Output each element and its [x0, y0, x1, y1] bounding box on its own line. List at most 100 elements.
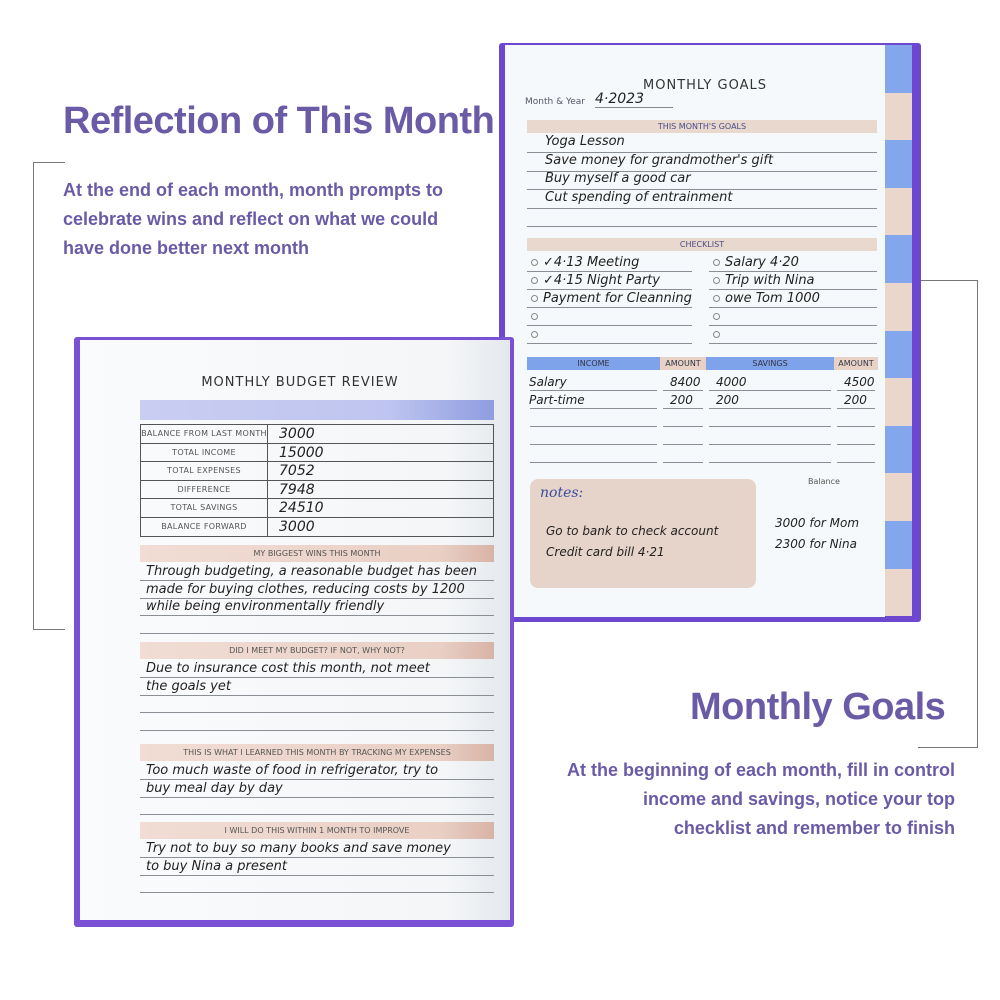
section-header: MY BIGGEST WINS THIS MONTH — [140, 545, 494, 562]
section-header: I WILL DO THIS WITHIN 1 MONTH TO IMPROVE — [140, 822, 494, 839]
rule-line — [140, 615, 494, 616]
rule-line — [140, 632, 494, 634]
right-caption-body: At the beginning of each month, fill in … — [567, 756, 955, 843]
tab — [885, 521, 912, 569]
table-cell: 8400 — [670, 375, 701, 389]
table-cell: 4000 — [716, 375, 747, 389]
rule-line — [837, 462, 875, 463]
handwritten-line: Try not to buy so many books and save mo… — [146, 841, 451, 856]
rule-line — [527, 207, 877, 209]
checkbox-icon[interactable] — [713, 331, 720, 338]
tab — [885, 235, 912, 283]
month-year-label: Month & Year — [525, 97, 586, 107]
month-year-value: 4·2023 — [595, 91, 673, 108]
table-cell: 200 — [716, 393, 739, 407]
notes-text: Go to bank to check account Credit card … — [546, 521, 718, 563]
handwritten-line: the goals yet — [146, 678, 231, 694]
checkbox-icon[interactable] — [531, 277, 538, 284]
rule-line — [837, 408, 875, 409]
table-cell: Part-time — [529, 393, 585, 407]
checklist-item: Trip with Nina — [725, 273, 815, 288]
budget-label: TOTAL INCOME — [141, 443, 268, 462]
left-caption-body: At the end of each month, month prompts … — [63, 176, 443, 263]
caption-line: income and savings, notice your top — [642, 789, 955, 809]
budget-page: MONTHLY BUDGET REVIEW BALANCE FROM LAST … — [80, 340, 510, 920]
balance-text: 3000 for Mom 2300 for Nina — [775, 513, 859, 555]
tab — [885, 378, 912, 426]
checkbox-icon[interactable] — [531, 259, 538, 266]
checkbox-icon[interactable] — [531, 331, 538, 338]
checkbox-icon[interactable] — [713, 295, 720, 302]
checklist-item: Payment for Cleanning — [543, 291, 692, 306]
rule-line — [140, 694, 494, 696]
caption-line: checklist and remember to finish — [673, 818, 955, 838]
rule-line — [140, 814, 494, 815]
budget-value: 15000 — [279, 444, 324, 461]
checkbox-icon[interactable] — [713, 277, 720, 284]
goals-header: THIS MONTH'S GOALS — [527, 120, 877, 133]
budget-row: BALANCE FORWARD 3000 — [141, 517, 493, 537]
rule-line — [837, 426, 875, 427]
budget-row: BALANCE FROM LAST MONTH 3000 — [141, 425, 493, 444]
balance-line: 2300 for Nina — [775, 537, 857, 551]
checkbox-icon[interactable] — [713, 313, 720, 320]
rule-line — [527, 289, 692, 290]
checkbox-icon[interactable] — [531, 295, 538, 302]
rule-line — [527, 170, 877, 172]
table-cell: 200 — [844, 393, 867, 407]
goals-page: MONTHLY GOALS Month & Year 4·2023 THIS M… — [505, 45, 885, 617]
tab — [885, 568, 912, 617]
tab — [885, 473, 912, 521]
rule-line — [527, 307, 692, 308]
title-bar — [140, 400, 494, 420]
rule-line — [527, 152, 877, 153]
rule-line — [709, 271, 877, 272]
notes-label: notes: — [540, 485, 584, 501]
rule-line — [837, 390, 875, 391]
handwritten-line: to buy Nina a present — [146, 858, 287, 874]
rule-line — [140, 712, 494, 713]
budget-label: TOTAL EXPENSES — [141, 462, 268, 480]
rule-line — [709, 307, 877, 308]
handwritten-line: Too much waste of food in refrigerator, … — [146, 763, 439, 778]
rule-line — [140, 892, 494, 893]
section-header: THIS IS WHAT I LEARNED THIS MONTH BY TRA… — [140, 744, 494, 761]
rule-line — [530, 444, 657, 445]
checklist-header: CHECKLIST — [527, 238, 877, 251]
checklist-item: owe Tom 1000 — [725, 291, 820, 306]
goal-item: Cut spending of entrainment — [545, 189, 733, 205]
rule-line — [140, 779, 494, 780]
rule-line — [140, 597, 494, 599]
rule-line — [709, 325, 877, 326]
tab — [885, 45, 912, 93]
rule-line — [140, 874, 494, 876]
rule-line — [709, 289, 877, 290]
rule-line — [709, 408, 831, 409]
tab — [885, 187, 912, 236]
rule-line — [140, 729, 494, 731]
budget-row: DIFFERENCE 7948 — [141, 480, 493, 499]
caption-line: At the end of each month, month prompts … — [63, 180, 443, 200]
rule-line — [530, 462, 657, 463]
checklist-item: ✓4·13 Meeting — [543, 255, 640, 270]
budget-label: BALANCE FROM LAST MONTH — [141, 425, 268, 443]
checkbox-icon[interactable] — [713, 259, 720, 266]
rule-line — [527, 189, 877, 190]
tab — [885, 140, 912, 188]
handwritten-line: Due to insurance cost this month, not me… — [146, 661, 430, 676]
checkbox-icon[interactable] — [531, 313, 538, 320]
table-cell: 200 — [670, 393, 693, 407]
caption-line: At the beginning of each month, fill in … — [567, 760, 955, 780]
budget-page-title: MONTHLY BUDGET REVIEW — [201, 375, 399, 390]
goal-item: Buy myself a good car — [545, 171, 691, 186]
rule-line — [663, 462, 703, 463]
tab — [885, 425, 912, 474]
rule-line — [530, 426, 657, 427]
left-caption-title: Reflection of This Month — [63, 100, 495, 142]
rule-line — [709, 444, 831, 445]
rule-line — [663, 444, 703, 445]
right-caption-title: Monthly Goals — [690, 686, 946, 728]
table-header: SAVINGS — [706, 357, 834, 370]
budget-row: TOTAL EXPENSES 7052 — [141, 462, 493, 481]
rule-line — [709, 390, 831, 391]
